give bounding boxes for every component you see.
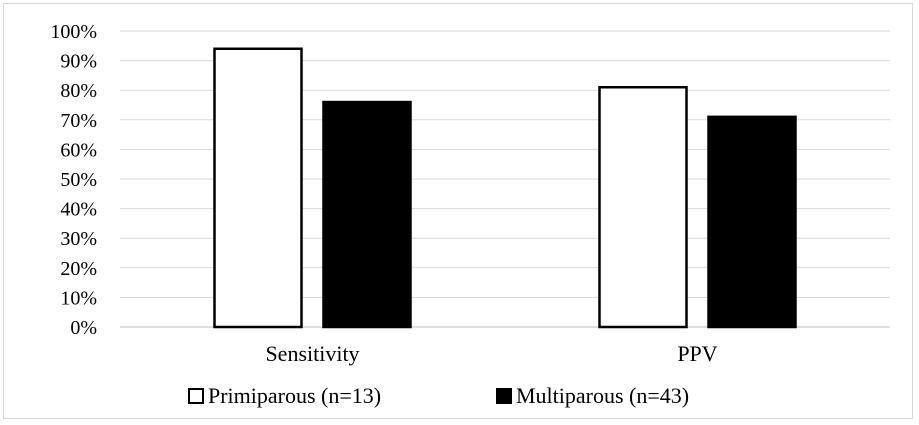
x-category-label: PPV xyxy=(677,341,717,366)
y-tick-label: 50% xyxy=(60,169,97,191)
y-tick-label: 40% xyxy=(60,199,97,221)
y-tick-label: 0% xyxy=(70,317,97,339)
y-tick-label: 90% xyxy=(60,51,97,73)
bars xyxy=(213,47,797,329)
x-category-label: Sensitivity xyxy=(265,341,359,366)
legend-swatch xyxy=(496,388,512,404)
legend-swatch xyxy=(188,388,204,404)
legend: Primiparous (n=13) Multiparous (n=43) xyxy=(188,383,689,408)
legend-label: Primiparous (n=13) xyxy=(208,383,381,408)
y-tick-label: 100% xyxy=(50,21,97,43)
y-tick-label: 30% xyxy=(60,228,97,250)
y-tick-label: 60% xyxy=(60,139,97,161)
y-tick-label: 20% xyxy=(60,258,97,280)
y-axis-ticks: 0% 10% 20% 30% 40% 50% 60% 70% 80% 90% 100% xyxy=(50,21,97,339)
legend-label: Multiparous (n=43) xyxy=(516,383,689,408)
y-tick-label: 70% xyxy=(60,110,97,132)
bar-primiparous-sensitivity xyxy=(213,47,303,329)
bar-multiparous-sensitivity xyxy=(322,100,412,329)
bar-multiparous-ppv xyxy=(707,115,797,329)
y-tick-label: 10% xyxy=(60,287,97,309)
y-tick-label: 80% xyxy=(60,80,97,102)
x-axis-categories: Sensitivity PPV xyxy=(265,341,717,366)
bar-primiparous-ppv xyxy=(598,85,688,329)
